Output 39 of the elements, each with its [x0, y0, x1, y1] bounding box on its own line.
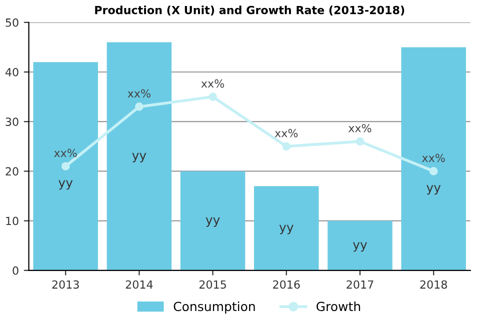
- bar: [180, 171, 246, 270]
- data-label: xx%: [128, 89, 150, 98]
- bar: [33, 62, 98, 270]
- bar: [254, 186, 319, 270]
- data-label: yy: [206, 217, 220, 227]
- x-tick-label: 2015: [199, 280, 226, 289]
- y-tick-label: 30: [6, 118, 18, 126]
- x-tick-label: 2017: [346, 280, 374, 289]
- bar: [106, 42, 172, 270]
- data-label: yy: [279, 224, 294, 234]
- legend-label: Consumption: [174, 301, 255, 314]
- y-tick-label: 50: [6, 18, 18, 27]
- bar: [328, 220, 392, 270]
- point: [208, 92, 217, 101]
- y-tick-label: 0: [12, 266, 18, 275]
- y-tick-label: 10: [6, 216, 18, 226]
- data-label: yy: [132, 152, 146, 162]
- point: [61, 162, 70, 170]
- data-label: xx%: [348, 124, 372, 132]
- data-label: xx%: [274, 128, 298, 138]
- x-tick-label: 2014: [126, 280, 153, 289]
- x-tick-label: 2013: [52, 280, 79, 289]
- data-label: yy: [352, 242, 368, 252]
- data-label: xx%: [422, 154, 445, 162]
- point: [282, 142, 291, 151]
- data-label: yy: [58, 180, 73, 190]
- y-tick-label: 20: [6, 167, 18, 176]
- point: [135, 102, 144, 111]
- y-tick-label: 40: [5, 68, 18, 76]
- bar: [401, 47, 466, 270]
- data-label: xx%: [54, 148, 77, 158]
- legend-label: Growth: [316, 301, 360, 312]
- x-tick-label: 2016: [273, 280, 300, 289]
- point: [429, 167, 438, 176]
- data-label: yy: [426, 185, 441, 195]
- x-tick-label: 2018: [420, 280, 447, 289]
- data-label: xx%: [201, 79, 224, 88]
- point: [356, 137, 364, 146]
- chart-title: Production (X Unit) and Growth Rate (2013-2018): [95, 6, 404, 16]
